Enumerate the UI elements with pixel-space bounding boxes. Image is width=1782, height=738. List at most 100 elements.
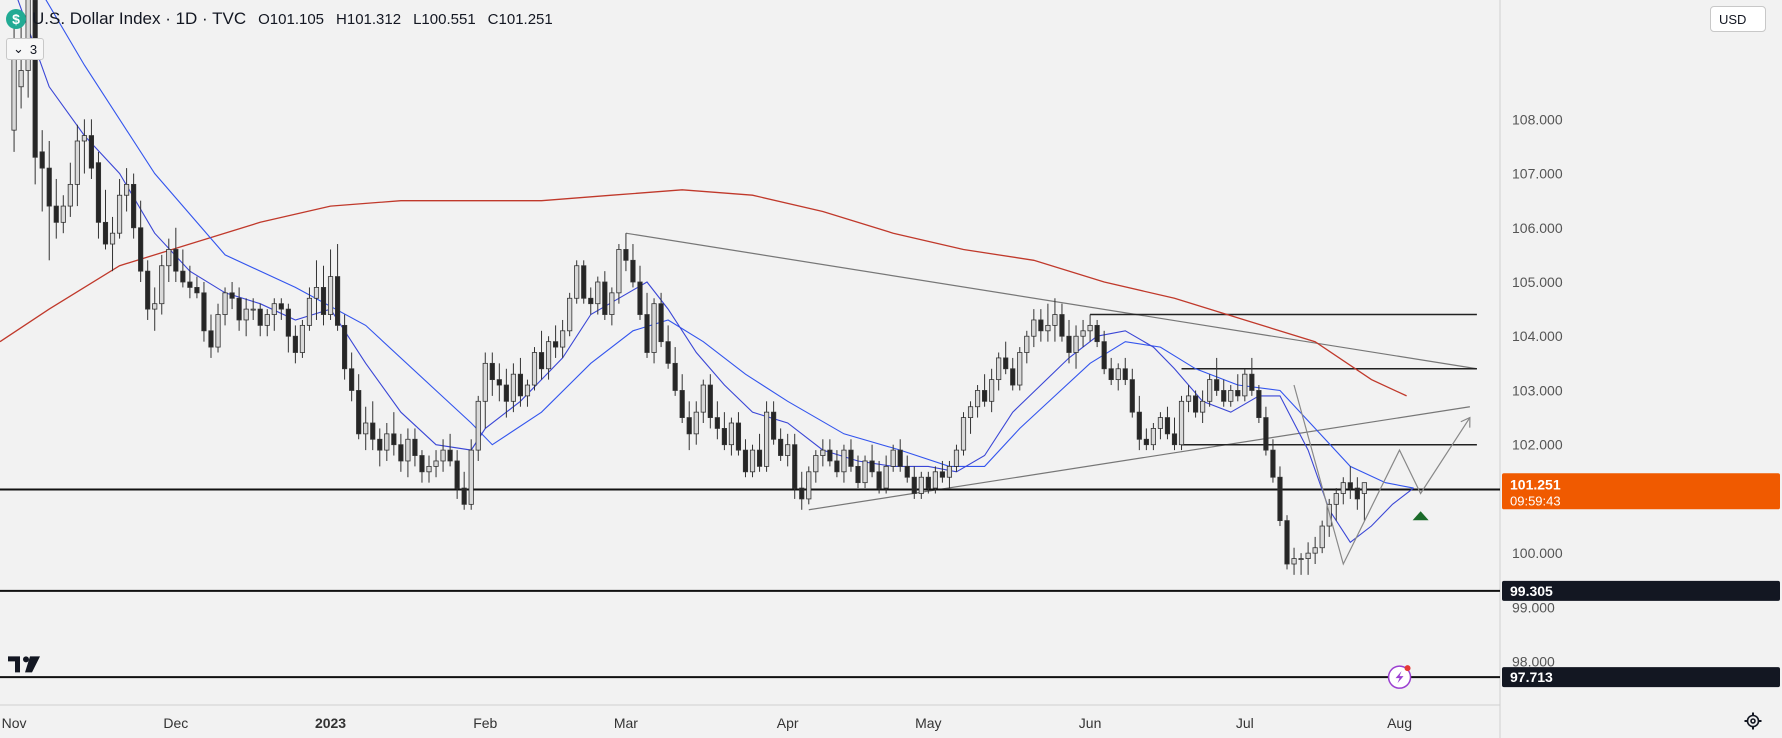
candle-body[interactable]	[876, 471, 882, 489]
candle-body[interactable]	[1193, 395, 1199, 413]
candle-body[interactable]	[1115, 368, 1121, 381]
candle-body[interactable]	[996, 357, 1002, 381]
candle-body[interactable]	[742, 449, 749, 473]
candle-body[interactable]	[1087, 324, 1093, 332]
candle-body[interactable]	[229, 292, 235, 299]
candle-body[interactable]	[1256, 390, 1262, 418]
candle-body[interactable]	[946, 465, 953, 478]
candle-body[interactable]	[904, 465, 910, 478]
candle-body[interactable]	[1235, 390, 1241, 397]
candle-body[interactable]	[974, 390, 981, 408]
candle-body[interactable]	[1200, 400, 1206, 413]
candle-body[interactable]	[545, 341, 552, 370]
candle-body[interactable]	[820, 449, 826, 456]
candle-body[interactable]	[1094, 324, 1100, 343]
candle-body[interactable]	[1242, 373, 1248, 397]
candle-body[interactable]	[869, 460, 875, 473]
candle-body[interactable]	[700, 384, 706, 413]
symbol-title[interactable]: U.S. Dollar Index · 1D · TVC	[32, 9, 247, 28]
candle-body[interactable]	[496, 379, 502, 386]
candle-body[interactable]	[939, 471, 945, 478]
candle-body[interactable]	[1312, 547, 1318, 554]
candle-body[interactable]	[1298, 558, 1304, 560]
candle-body[interactable]	[630, 259, 636, 283]
candle-body[interactable]	[145, 270, 151, 310]
candle-body[interactable]	[342, 324, 348, 370]
projection-path[interactable]	[1293, 384, 1471, 566]
candle-body[interactable]	[32, 0, 38, 158]
candle-body[interactable]	[792, 444, 798, 489]
candle-body[interactable]	[602, 281, 608, 315]
candle-body[interactable]	[735, 422, 742, 451]
candle-body[interactable]	[1291, 558, 1297, 565]
candle-body[interactable]	[201, 292, 207, 332]
candle-body[interactable]	[1326, 503, 1332, 527]
candle-body[interactable]	[489, 362, 495, 381]
candle-body[interactable]	[1319, 525, 1325, 549]
candle-body[interactable]	[841, 449, 847, 473]
candle-body[interactable]	[124, 183, 130, 196]
candle-body[interactable]	[138, 227, 144, 272]
candle-body[interactable]	[918, 476, 924, 494]
candle-body[interactable]	[454, 460, 460, 489]
candle-body[interactable]	[194, 287, 200, 294]
candle-body[interactable]	[159, 265, 165, 305]
candle-body[interactable]	[953, 449, 960, 467]
candle-body[interactable]	[771, 411, 777, 440]
candle-body[interactable]	[503, 384, 509, 402]
candle-body[interactable]	[1249, 373, 1255, 391]
candle-body[interactable]	[813, 455, 819, 473]
candle-body[interactable]	[517, 373, 524, 397]
candle-body[interactable]	[623, 249, 629, 261]
candle-body[interactable]	[1171, 433, 1178, 446]
candle-body[interactable]	[932, 471, 938, 489]
candle-body[interactable]	[447, 449, 453, 462]
candle-body[interactable]	[187, 281, 193, 288]
candle-body[interactable]	[960, 417, 967, 451]
candle-body[interactable]	[391, 433, 397, 446]
candle-body[interactable]	[644, 314, 650, 353]
candle-body[interactable]	[313, 287, 320, 299]
candle-body[interactable]	[1066, 335, 1072, 353]
candle-body[interactable]	[714, 417, 720, 429]
candle-body[interactable]	[749, 449, 756, 473]
candle-body[interactable]	[1263, 417, 1269, 451]
candle-body[interactable]	[911, 476, 917, 494]
candle-body[interactable]	[1277, 476, 1283, 522]
candle-body[interactable]	[693, 411, 699, 435]
candle-body[interactable]	[1003, 357, 1009, 370]
candle-body[interactable]	[1221, 390, 1227, 402]
candle-body[interactable]	[475, 400, 481, 451]
candle-body[interactable]	[609, 292, 615, 315]
candle-body[interactable]	[989, 379, 995, 402]
candle-body[interactable]	[1017, 352, 1023, 386]
candle-body[interactable]	[862, 460, 868, 484]
candle-body[interactable]	[651, 303, 657, 353]
candle-body[interactable]	[166, 249, 172, 267]
candle-body[interactable]	[567, 297, 573, 332]
candle-body[interactable]	[39, 151, 45, 169]
candle-body[interactable]	[665, 341, 671, 364]
candle-body[interactable]	[250, 308, 256, 311]
candle-body[interactable]	[349, 368, 355, 391]
candle-body[interactable]	[1157, 417, 1164, 429]
candle-body[interactable]	[560, 330, 566, 348]
candle-body[interactable]	[553, 341, 559, 348]
candle-body[interactable]	[461, 487, 467, 505]
candle-body[interactable]	[531, 352, 538, 386]
candle-body[interactable]	[257, 308, 263, 326]
candle-body[interactable]	[574, 265, 580, 299]
candle-body[interactable]	[208, 330, 214, 348]
candle-body[interactable]	[116, 194, 123, 234]
candle-body[interactable]	[883, 465, 889, 489]
candle-body[interactable]	[1143, 438, 1149, 446]
candle-body[interactable]	[46, 167, 52, 207]
candle-body[interactable]	[538, 352, 545, 370]
candle-body[interactable]	[384, 433, 390, 451]
candle-body[interactable]	[721, 428, 727, 446]
candle-body[interactable]	[1340, 482, 1346, 494]
candle-body[interactable]	[11, 53, 17, 131]
candle-body[interactable]	[1031, 319, 1037, 337]
candle-body[interactable]	[637, 281, 643, 315]
candle-body[interactable]	[53, 205, 59, 223]
